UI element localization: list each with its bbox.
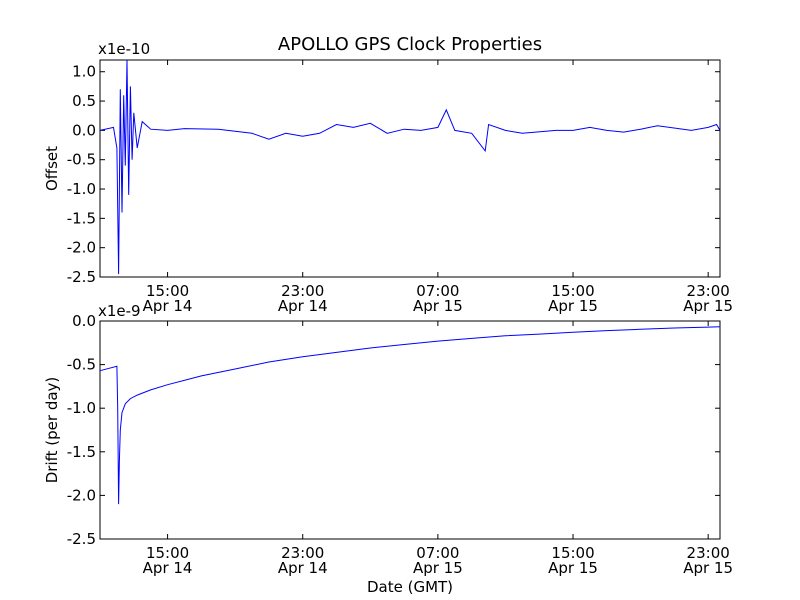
offset-ytick-label-3: -0.5	[67, 151, 96, 169]
drift-xtick-time-2: 07:00	[416, 544, 459, 562]
drift-xtick-date-1: Apr 14	[278, 559, 328, 577]
offset-xtick-time-2: 07:00	[416, 282, 459, 300]
offset-xtick-time-0: 15:00	[146, 282, 189, 300]
drift-xtick-date-2: Apr 15	[413, 559, 463, 577]
drift-ytick-label-2: -1.0	[67, 399, 96, 417]
offset-xtick-date-0: Apr 14	[143, 297, 193, 315]
drift-xtick-time-1: 23:00	[281, 544, 324, 562]
drift-xtick-time-4: 23:00	[687, 544, 730, 562]
offset-series-offset	[99, 59, 721, 275]
offset-xtick-time-4: 23:00	[687, 282, 730, 300]
drift-xtick-time-0: 15:00	[146, 544, 189, 562]
drift-scale-label: x1e-9	[98, 302, 141, 320]
chart-title: APOLLO GPS Clock Properties	[278, 34, 542, 55]
drift-panel: x1e-9 Drift (per day) Date (GMT) 0.0 -0.5…	[43, 302, 733, 596]
drift-y-axis-label: Drift (per day)	[43, 377, 61, 484]
offset-ytick-label-0: 1.0	[72, 63, 96, 81]
offset-ytick-label-4: -1.0	[67, 180, 96, 198]
drift-ytick-label-0: 0.0	[72, 312, 96, 330]
drift-xtick-date-0: Apr 14	[143, 559, 193, 577]
offset-xtick-time-1: 23:00	[281, 282, 324, 300]
offset-plot-frame	[99, 59, 721, 278]
offset-panel: x1e-10 Offset 1.0 0.5 0.0 -0.5 -1.0 -1.5 -2.0 -…	[43, 40, 733, 315]
offset-ytick-label-7: -2.5	[67, 268, 96, 286]
drift-xtick-date-4: Apr 15	[683, 559, 733, 577]
drift-ytick-label-3: -1.5	[67, 443, 96, 461]
offset-ytick-label-2: 0.0	[72, 121, 96, 139]
drift-xtick-date-3: Apr 15	[548, 559, 598, 577]
offset-ytick-label-5: -1.5	[67, 209, 96, 227]
drift-ytick-label-1: -0.5	[67, 356, 96, 374]
offset-ytick-label-6: -2.0	[67, 239, 96, 257]
offset-ytick-label-1: 0.5	[72, 92, 96, 110]
offset-xtick-date-4: Apr 15	[683, 297, 733, 315]
drift-ytick-label-5: -2.5	[67, 530, 96, 548]
offset-y-axis-label: Offset	[43, 146, 61, 191]
offset-scale-label: x1e-10	[98, 40, 150, 58]
offset-xtick-date-2: Apr 15	[413, 297, 463, 315]
offset-xtick-date-1: Apr 14	[278, 297, 328, 315]
drift-ytick-label-4: -2.0	[67, 486, 96, 504]
x-axis-label: Date (GMT)	[367, 578, 453, 596]
offset-xtick-time-3: 15:00	[551, 282, 594, 300]
drift-plot-frame	[99, 320, 721, 540]
drift-series-drift	[99, 326, 721, 505]
offset-xtick-date-3: Apr 15	[548, 297, 598, 315]
drift-xtick-time-3: 15:00	[551, 544, 594, 562]
